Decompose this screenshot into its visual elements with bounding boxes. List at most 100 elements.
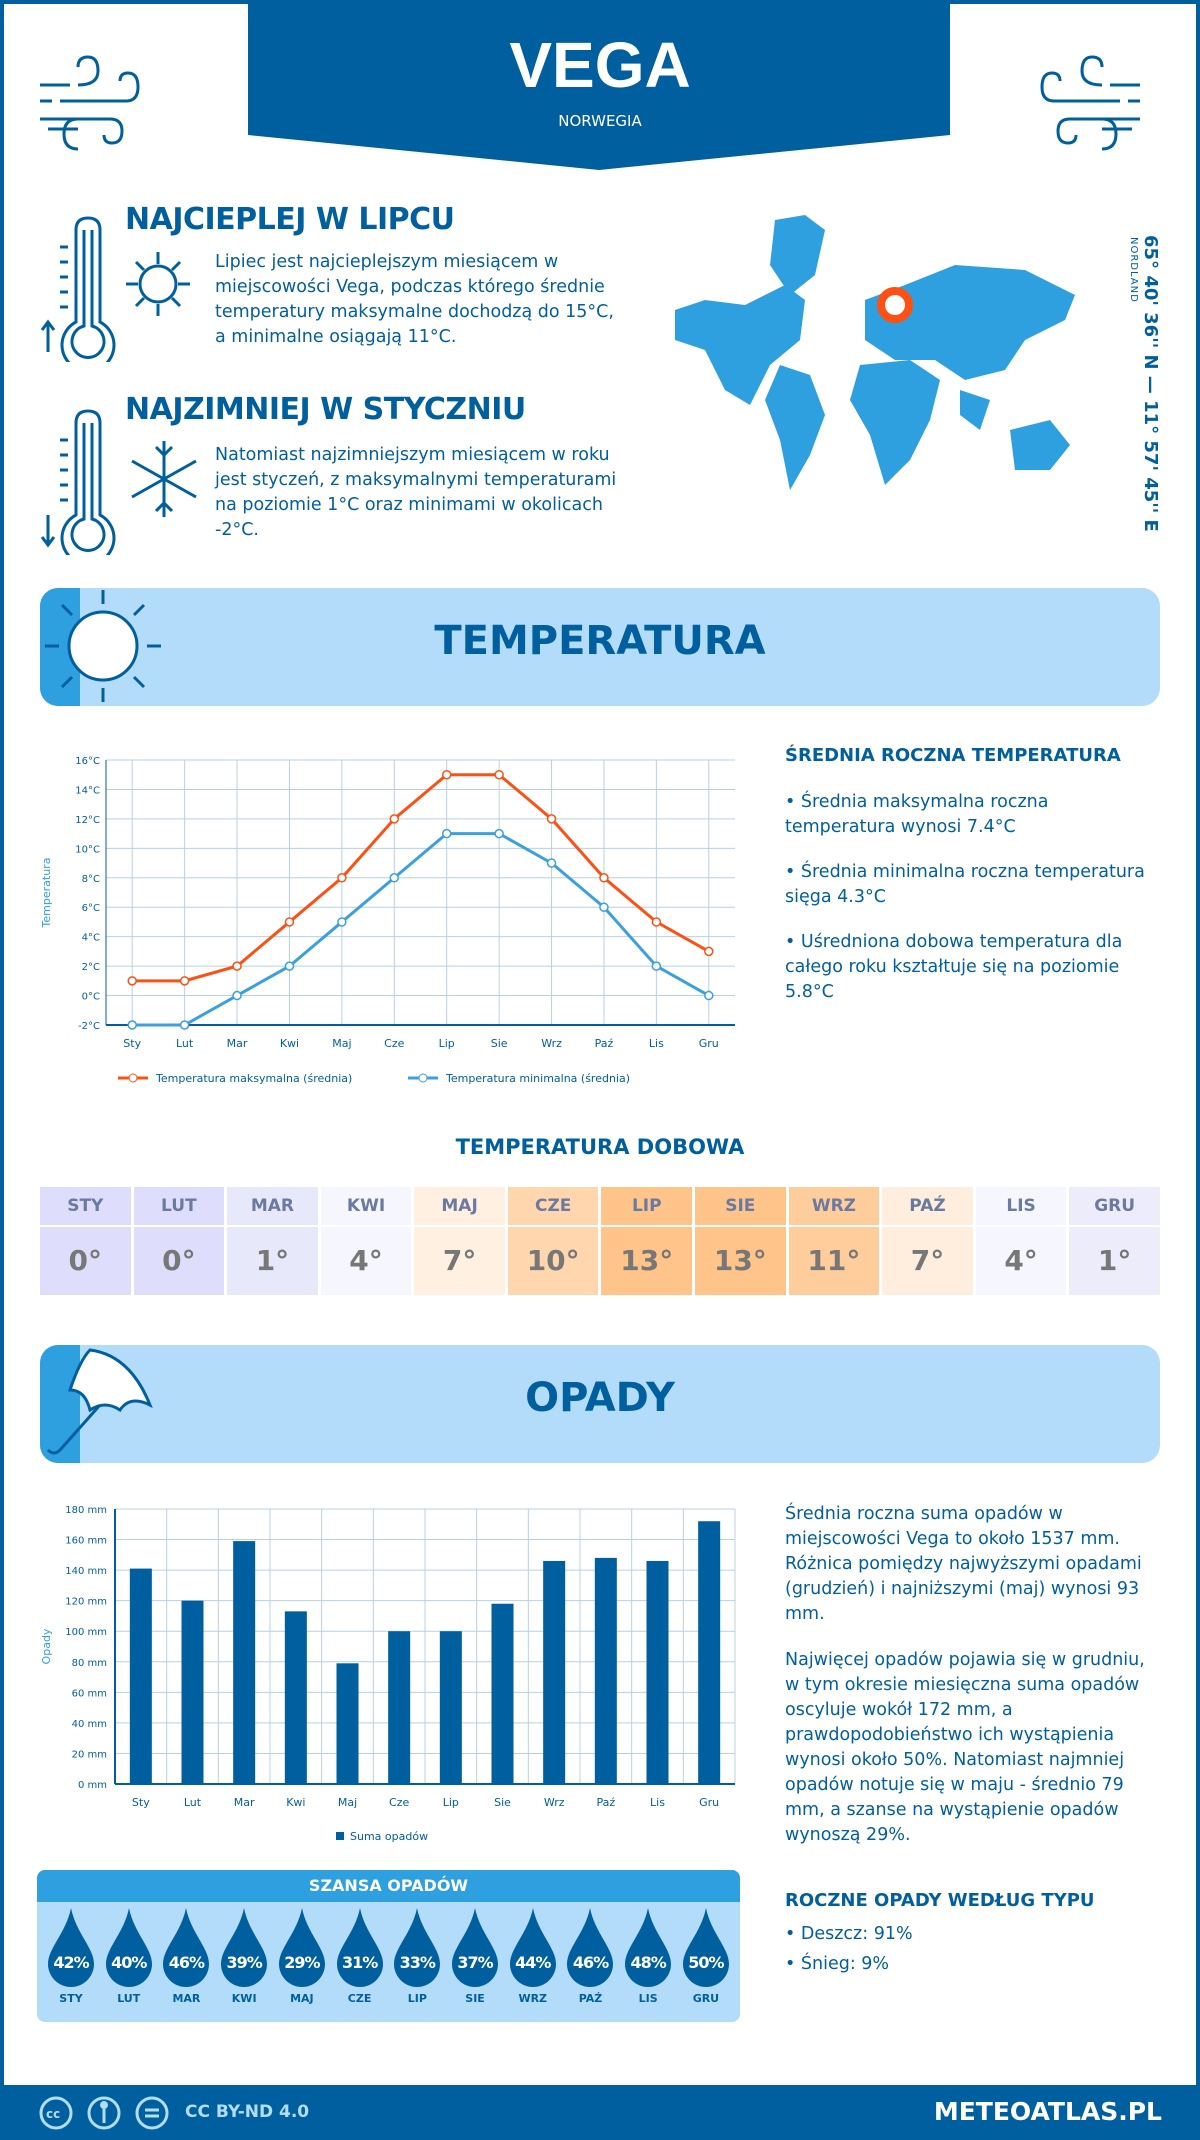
x-tick-label: Gru	[699, 1037, 719, 1050]
month-label: MAR	[172, 1992, 201, 2005]
precip-chance-value: 33%	[399, 1953, 436, 1972]
daily-temp-value: 13°	[695, 1227, 786, 1295]
cc-license-icons[interactable]: cc	[38, 2095, 178, 2131]
y-tick-label: 80 mm	[72, 1658, 107, 1669]
precip-type-heading: ROCZNE OPADY WEDŁUG TYPU	[785, 1890, 1095, 1911]
month-label: PAŹ	[882, 1187, 973, 1225]
precip-chance-item: 42% STY	[45, 1908, 97, 2005]
x-tick-label: Sie	[494, 1796, 511, 1809]
month-label: MAJ	[414, 1187, 505, 1225]
x-tick-label: Maj	[332, 1037, 351, 1050]
x-tick-label: Kwi	[280, 1037, 299, 1050]
x-tick-label: Gru	[699, 1796, 719, 1809]
precip-chance-item: 40% LUT	[103, 1908, 155, 2005]
month-label: MAR	[227, 1187, 318, 1225]
precip-chance-value: 37%	[457, 1953, 493, 1972]
wind-icon	[40, 55, 140, 151]
data-point	[179, 976, 190, 986]
raindrop-icon	[48, 1908, 94, 1987]
data-point	[389, 873, 400, 883]
temperature-chart: -2°C 0°C 2°C 4°C 6°C 8°C 10°C 12°C 14°C 16°C Sty Lu…	[40, 756, 735, 1085]
data-point	[599, 873, 609, 883]
precip-chance-value: 31%	[341, 1953, 378, 1972]
y-tick-label: 100 mm	[65, 1627, 107, 1638]
month-label: CZE	[347, 1992, 372, 2005]
data-point	[494, 769, 504, 780]
bar	[646, 1560, 669, 1784]
y-tick-label: 8°C	[82, 874, 100, 885]
bar	[233, 1541, 256, 1784]
month-label: KWI	[231, 1992, 257, 2005]
license-label[interactable]: CC BY-ND 4.0	[185, 2102, 310, 2122]
precip-chance-value: 44%	[515, 1953, 551, 1972]
raindrop-icon	[105, 1908, 152, 1987]
precip-chance-value: 40%	[111, 1953, 147, 1972]
coldest-heading: NAJZIMNIEJ W STYCZNIU	[125, 392, 526, 427]
x-tick-label: Lip	[443, 1796, 459, 1809]
x-tick-label: Kwi	[286, 1796, 305, 1809]
y-tick-label: -2°C	[78, 1021, 100, 1032]
x-tick-label: Sty	[123, 1037, 141, 1050]
sun-icon	[40, 588, 161, 706]
x-tick-label: Wrz	[541, 1037, 562, 1050]
precip-chance-item: 31% CZE	[334, 1908, 386, 2005]
y-axis-label: Temperatura	[40, 858, 53, 929]
precip-chance-item: 39% KWI	[218, 1908, 270, 2005]
raindrop-icon	[278, 1908, 325, 1987]
precip-detail-text: Najwięcej opadów pojawia się w grudniu, …	[785, 1650, 1145, 1845]
x-tick-label: Maj	[338, 1796, 357, 1809]
raindrop-icon	[682, 1908, 729, 1987]
data-point	[704, 990, 714, 1001]
annual-temp-heading: ŚREDNIA ROCZNA TEMPERATURA	[785, 745, 1121, 766]
month-label: PAŹ	[578, 1992, 603, 2005]
month-label: LIP	[601, 1187, 693, 1225]
legend-swatch	[336, 1832, 344, 1840]
bar	[181, 1600, 204, 1784]
precip-chance-item: 46% PAŹ	[564, 1908, 616, 2005]
precip-section-banner	[40, 1345, 1160, 1463]
x-tick-label: Mar	[227, 1037, 248, 1050]
y-axis-label: Opady	[40, 1628, 53, 1664]
site-link[interactable]: METEOATLAS.PL	[933, 2097, 1162, 2126]
precip-type-snow: • Śnieg: 9%	[785, 1954, 890, 1974]
daily-temp-value: 1°	[227, 1227, 318, 1295]
daily-temp-value: 11°	[788, 1227, 880, 1295]
x-tick-label: Paź	[595, 1037, 614, 1050]
daily-temp-column: LUT 0°	[133, 1187, 225, 1295]
data-point	[337, 873, 347, 883]
precip-chance-value: 39%	[226, 1953, 263, 1972]
precip-chance-item: 50% GRU	[680, 1908, 732, 2005]
precip-chart: 0 mm 20 mm 40 mm 60 mm 80 mm 100 mm 120 mm 140 …	[40, 1505, 736, 1843]
series-line	[132, 773, 710, 983]
y-tick-label: 16°C	[75, 756, 100, 767]
month-label: LIS	[638, 1992, 658, 2005]
wind-icon	[1040, 55, 1140, 151]
data-point	[127, 976, 137, 986]
y-tick-label: 0°C	[82, 992, 100, 1003]
precip-chance-item: 48% LIS	[622, 1908, 674, 2005]
daily-temp-title: TEMPERATURA DOBOWA	[455, 1135, 745, 1159]
daily-temp-value: 10°	[507, 1227, 599, 1295]
x-tick-label: Lut	[184, 1796, 202, 1809]
x-tick-label: Wrz	[544, 1796, 565, 1809]
raindrop-icon	[336, 1908, 383, 1987]
month-label: MAJ	[290, 1992, 314, 2005]
month-label: STY	[59, 1992, 83, 2005]
data-point	[441, 769, 452, 780]
precip-type-rain: • Deszcz: 91%	[785, 1924, 913, 1944]
legend-label: Temperatura maksymalna (średnia)	[155, 1072, 352, 1085]
data-point	[546, 858, 557, 868]
daily-temp-column: MAJ 7°	[414, 1187, 505, 1295]
month-label: SIE	[465, 1992, 485, 2005]
precip-chance-value: 50%	[688, 1953, 724, 1972]
data-point	[284, 961, 295, 971]
daily-temp-table: STY 0° LUT 0° MAR 1° KWI 4° MAJ 7° CZE 10° LIP 13° SIE…	[40, 1187, 1160, 1295]
daily-temp-column: MAR 1°	[227, 1187, 318, 1295]
temperature-section-banner	[40, 588, 1160, 706]
raindrop-icon	[567, 1908, 614, 1987]
daily-temp-value: 7°	[414, 1227, 505, 1295]
month-label: GRU	[1069, 1187, 1160, 1225]
month-label: CZE	[507, 1187, 599, 1225]
daily-temp-column: SIE 13°	[695, 1187, 786, 1295]
warmest-text: Lipiec jest najcieplejszym miesiącem w m…	[215, 252, 614, 347]
